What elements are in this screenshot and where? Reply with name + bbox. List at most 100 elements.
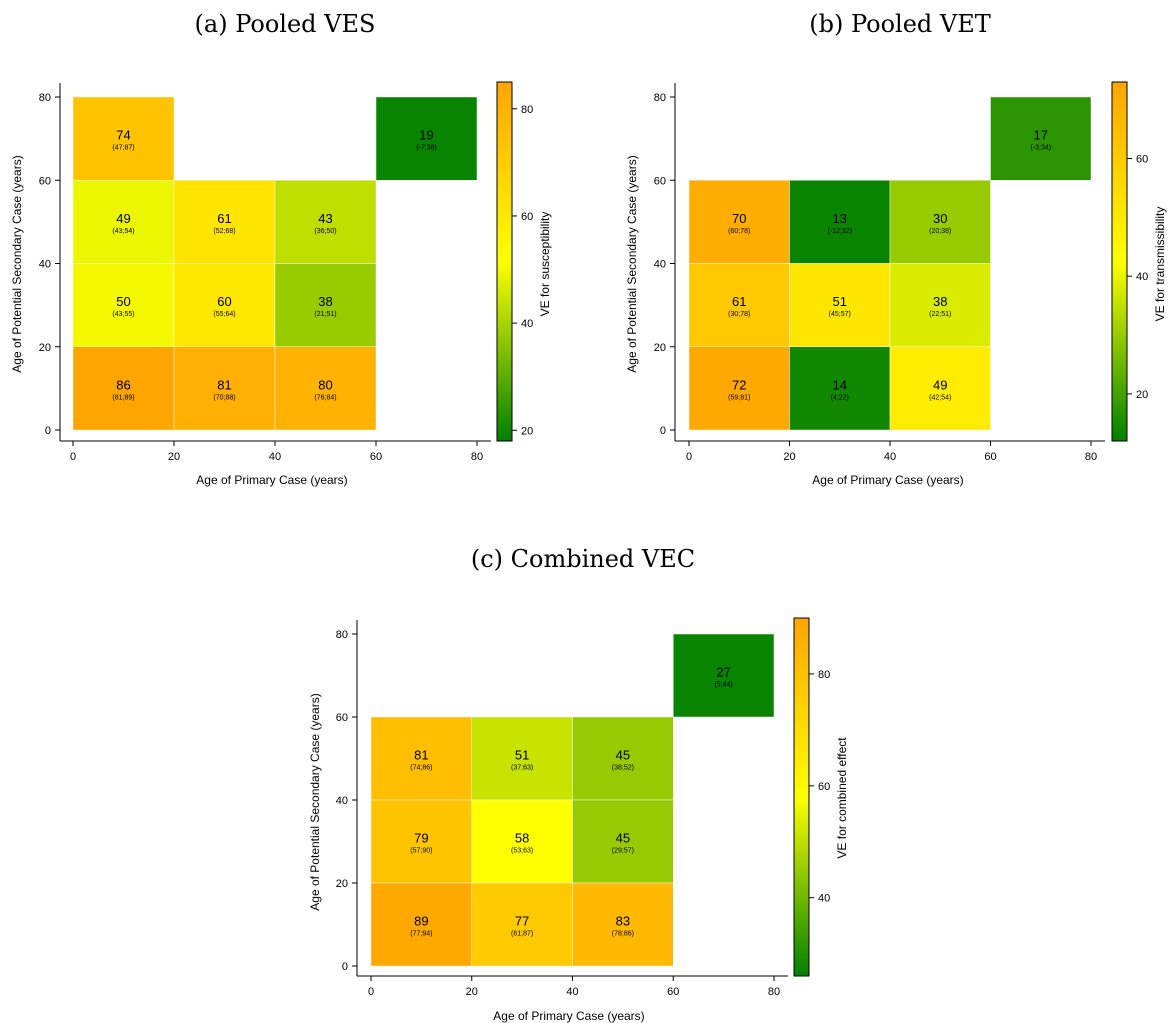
heatmap-cell xyxy=(173,263,276,347)
heatmap-cell xyxy=(274,346,377,431)
cell-value-label: 51 xyxy=(515,748,529,763)
cell-value-label: 14 xyxy=(833,377,847,392)
cell-value-label: 79 xyxy=(414,831,428,846)
cell-ci-label: (-12;32) xyxy=(827,228,852,235)
panel-a-colorbar-label: VE for susceptibility xyxy=(538,212,552,317)
colorbar-tick-label: 40 xyxy=(818,893,830,905)
panel-a-ylabel: Age of Potential Secondary Case (years) xyxy=(10,155,24,372)
heatmap-cell xyxy=(789,263,891,347)
cell-ci-label: (22;51) xyxy=(929,311,951,318)
heatmap-cell xyxy=(688,180,790,264)
cell-ci-label: (52;68) xyxy=(213,228,235,235)
heatmap-cell xyxy=(572,799,674,884)
cell-ci-label: (4;22) xyxy=(831,394,849,401)
colorbar-tick-label: 60 xyxy=(818,781,830,793)
y-tick-label: 40 xyxy=(654,259,666,271)
cell-value-label: 83 xyxy=(616,914,630,929)
cell-ci-label: (78;86) xyxy=(612,931,634,938)
heatmap-cell xyxy=(72,180,175,264)
y-tick-label: 80 xyxy=(39,92,51,104)
x-tick-label: 0 xyxy=(686,451,692,463)
heatmap-cell xyxy=(471,882,573,967)
cell-value-label: 72 xyxy=(732,377,746,392)
cell-value-label: 38 xyxy=(933,294,947,309)
y-tick-label: 60 xyxy=(654,175,666,187)
x-tick-label: 40 xyxy=(884,451,896,463)
y-tick-label: 60 xyxy=(336,712,348,724)
cell-value-label: 89 xyxy=(414,914,428,929)
y-tick-label: 80 xyxy=(336,629,348,641)
panel-c-title: (c) Combined VEC xyxy=(471,545,695,573)
y-tick-label: 20 xyxy=(336,878,348,890)
heatmap-cell xyxy=(72,96,175,181)
x-tick-label: 40 xyxy=(566,986,578,998)
heatmap-cell xyxy=(889,263,991,347)
panel-b-title: (b) Pooled VET xyxy=(809,10,991,38)
x-tick-label: 20 xyxy=(168,451,180,463)
x-tick-label: 80 xyxy=(471,451,483,463)
panel-a: 74 (47;87) 19 (-7;38) 49 (43;54) 61 (52;68) 43 (3… xyxy=(39,81,533,463)
colorbar-tick-label: 40 xyxy=(1136,271,1148,283)
cell-ci-label: (60;78) xyxy=(728,228,750,235)
cell-ci-label: (38;52) xyxy=(612,765,634,772)
x-tick-label: 60 xyxy=(667,986,679,998)
panel-c-xlabel: Age of Primary Case (years) xyxy=(493,1009,644,1023)
panel-b-ylabel: Age of Potential Secondary Case (years) xyxy=(625,155,639,372)
x-tick-label: 80 xyxy=(768,986,780,998)
y-tick-label: 40 xyxy=(39,259,51,271)
x-tick-label: 20 xyxy=(466,986,478,998)
cell-ci-label: (53;63) xyxy=(511,848,533,855)
x-tick-label: 80 xyxy=(1085,451,1097,463)
cell-ci-label: (20;38) xyxy=(929,228,951,235)
cell-value-label: 61 xyxy=(217,211,231,226)
cell-value-label: 86 xyxy=(116,377,130,392)
panel-b-xlabel: Age of Primary Case (years) xyxy=(812,473,963,487)
x-tick-label: 0 xyxy=(70,451,76,463)
x-tick-label: 0 xyxy=(368,986,374,998)
cell-value-label: 45 xyxy=(616,831,630,846)
heatmap-cell xyxy=(673,633,775,718)
heatmap-cell xyxy=(274,263,377,347)
cell-ci-label: (59;81) xyxy=(728,394,750,401)
cell-value-label: 50 xyxy=(116,294,130,309)
cell-ci-label: (77;94) xyxy=(410,931,432,938)
y-tick-label: 20 xyxy=(39,342,51,354)
heatmap-cell xyxy=(274,180,377,264)
panel-b: 17 (-3;34) 70 (60;78) 13 (-12;32) 30 (20;38) 61 (… xyxy=(654,81,1148,463)
cell-value-label: 80 xyxy=(318,377,332,392)
cell-value-label: 74 xyxy=(116,128,130,143)
cell-ci-label: (37;63) xyxy=(511,765,533,772)
cell-ci-label: (47;87) xyxy=(112,145,134,152)
cell-ci-label: (57;90) xyxy=(410,848,432,855)
cell-value-label: 43 xyxy=(318,211,332,226)
cell-value-label: 38 xyxy=(318,294,332,309)
heatmap-cell xyxy=(789,180,891,264)
cell-value-label: 30 xyxy=(933,211,947,226)
heatmap-cell xyxy=(173,346,276,431)
cell-ci-label: (74;86) xyxy=(410,765,432,772)
cell-ci-label: (42;54) xyxy=(929,394,951,401)
panel-c: 27 (5;44) 81 (74;86) 51 (37;63) 45 (38;52) 79 (57… xyxy=(336,617,830,998)
heatmap-cell xyxy=(688,263,790,347)
colorbar-tick-label: 20 xyxy=(1136,389,1148,401)
y-tick-label: 60 xyxy=(39,175,51,187)
cell-value-label: 51 xyxy=(833,294,847,309)
cell-value-label: 13 xyxy=(833,211,847,226)
cell-ci-label: (21;51) xyxy=(314,311,336,318)
y-tick-label: 0 xyxy=(45,425,51,437)
cell-ci-label: (55;64) xyxy=(213,311,235,318)
cell-value-label: 49 xyxy=(116,211,130,226)
colorbar-tick-label: 80 xyxy=(818,669,830,681)
panel-c-colorbar-label: VE for combined effect xyxy=(835,737,849,859)
colorbar-tick-label: 60 xyxy=(521,211,533,223)
heatmap-cell xyxy=(572,716,674,801)
colorbar xyxy=(496,81,513,442)
cell-value-label: 81 xyxy=(217,377,231,392)
heatmap-cell xyxy=(72,346,175,431)
cell-ci-label: (61;87) xyxy=(511,931,533,938)
x-tick-label: 20 xyxy=(783,451,795,463)
x-tick-label: 60 xyxy=(370,451,382,463)
heatmap-cell xyxy=(688,346,790,431)
heatmap-cell xyxy=(889,180,991,264)
